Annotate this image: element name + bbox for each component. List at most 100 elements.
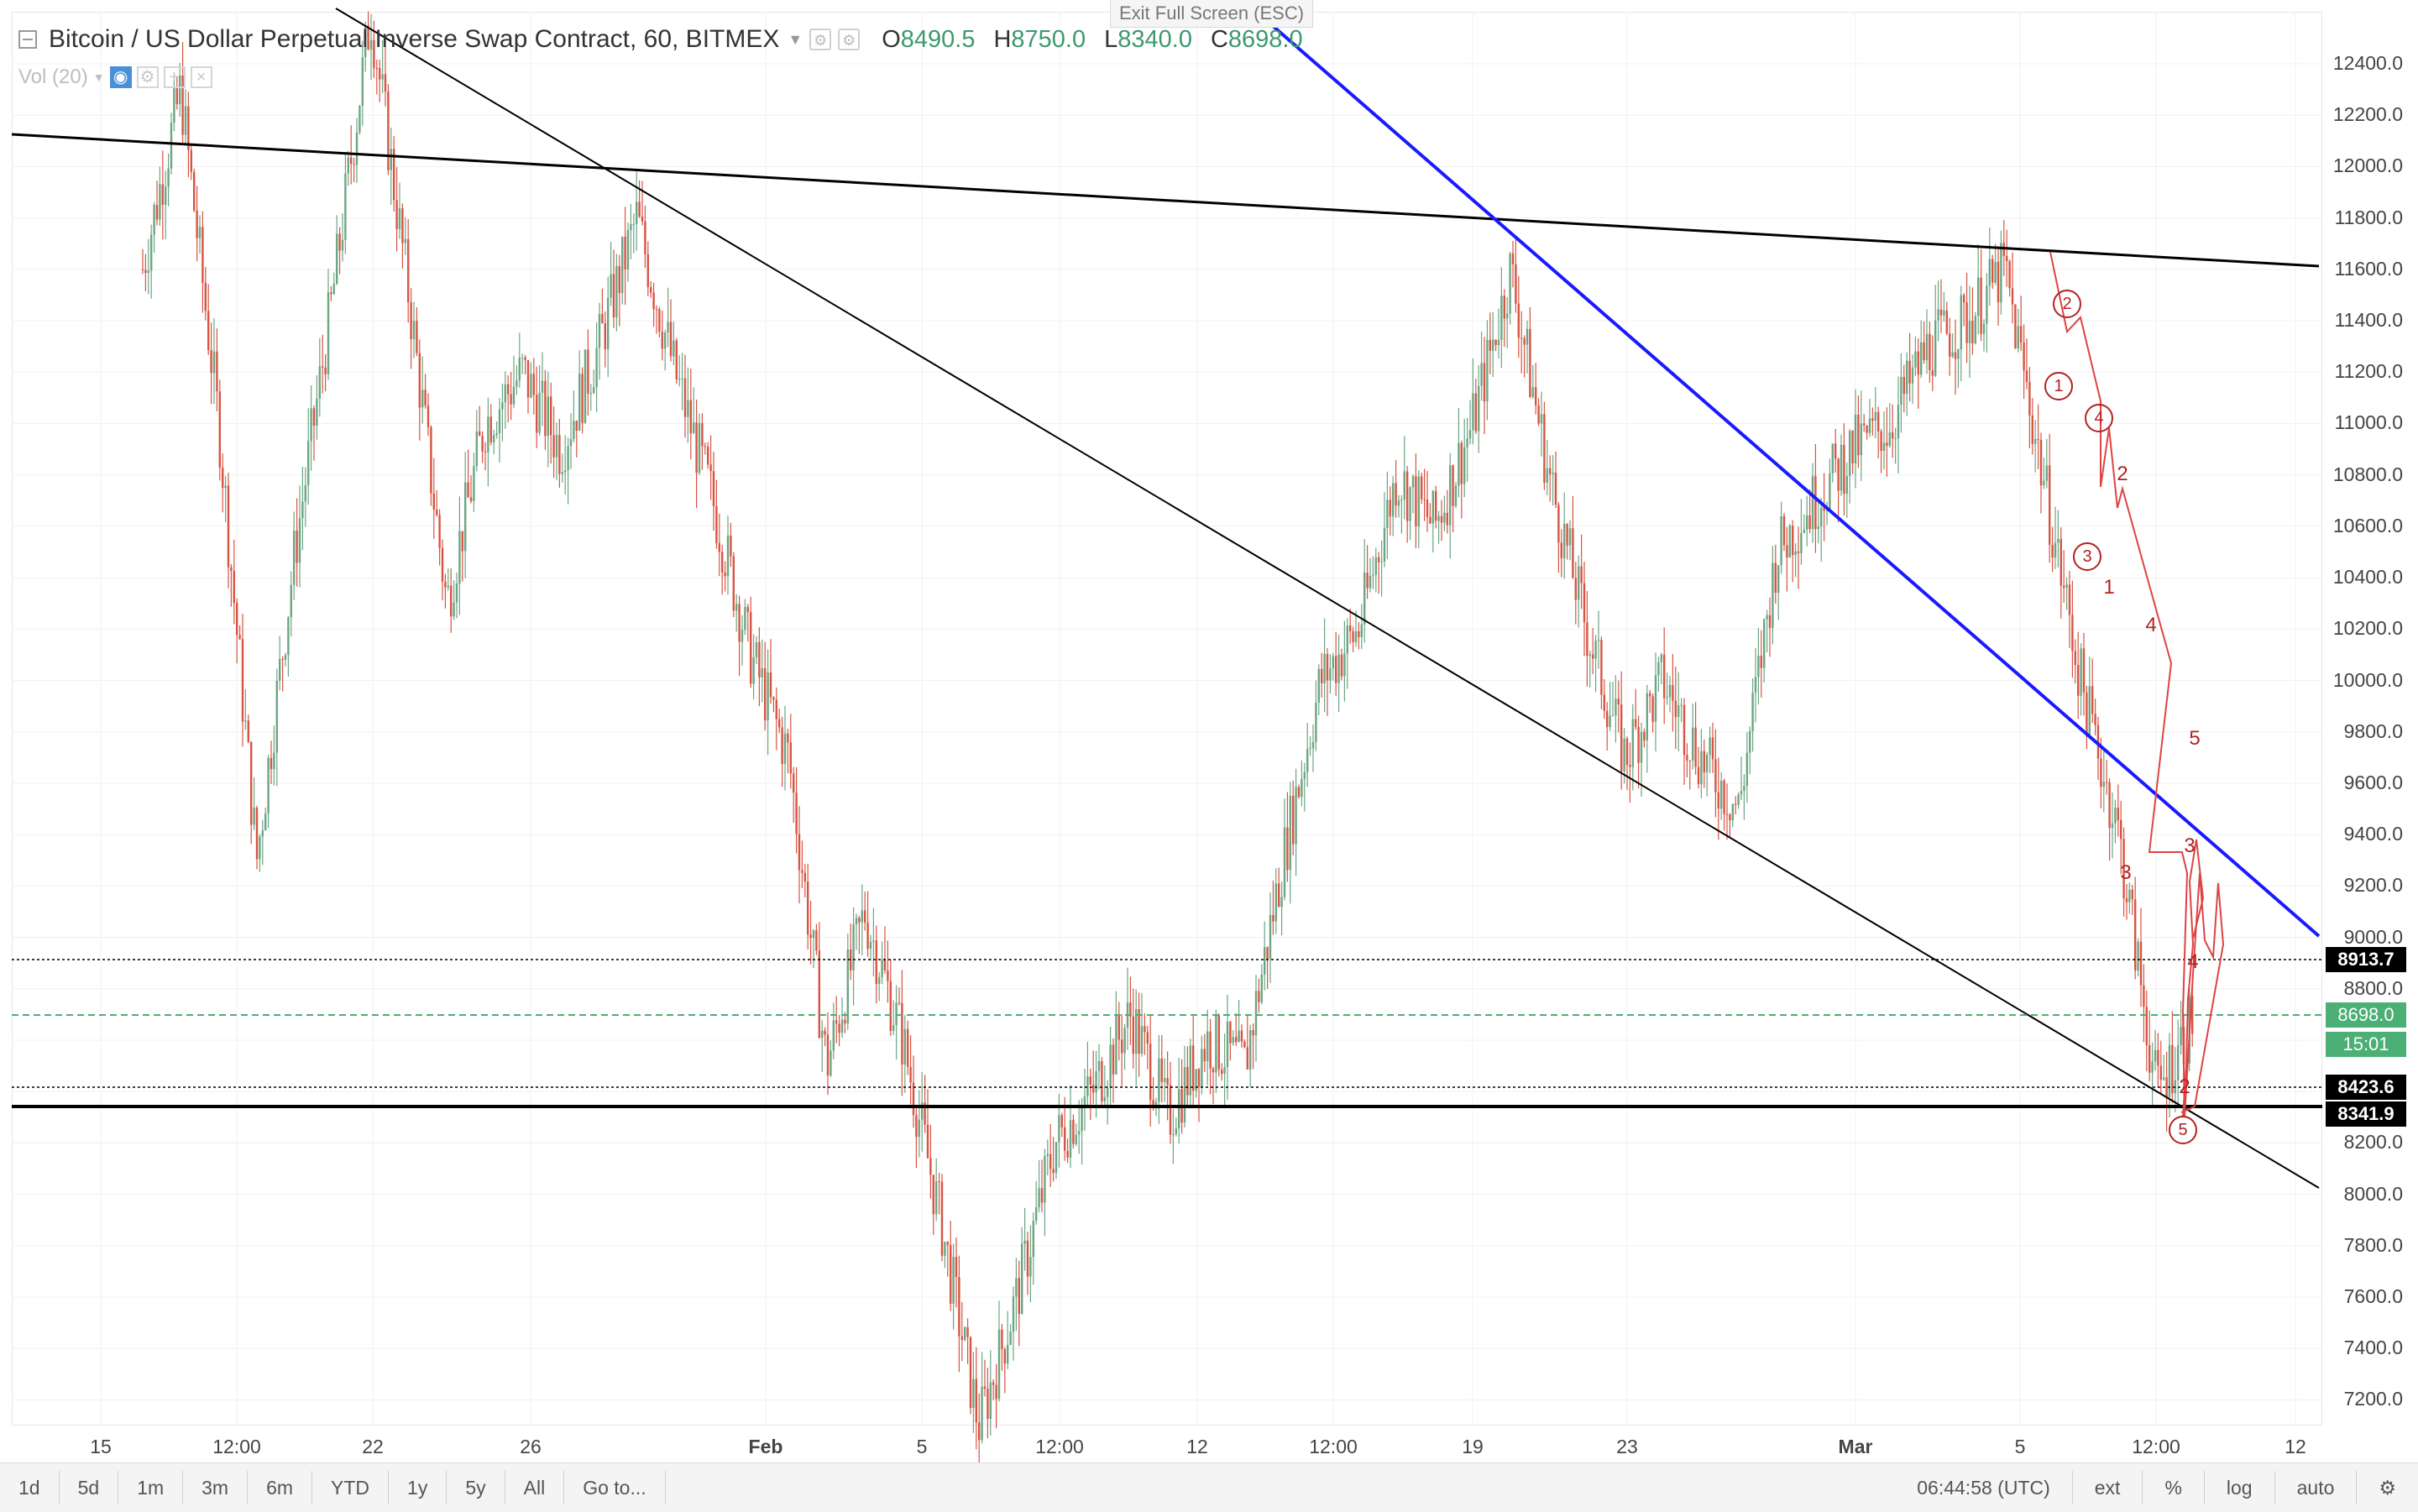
exit-fullscreen-button[interactable]: Exit Full Screen (ESC) [1110,0,1314,28]
wave-label-4[interactable]: 4 [2145,614,2157,636]
price-tick: 12400.0 [2332,52,2403,74]
candle-body [244,720,247,722]
candle-body [1651,696,1654,722]
timeframe-ytd[interactable]: YTD [312,1471,390,1504]
candle-body [1963,295,1965,303]
add-icon[interactable]: + [163,66,186,88]
candle-body [1166,1077,1169,1086]
format-icon[interactable]: ⚙ [838,29,861,50]
price-tick: 8200.0 [2343,1131,2403,1154]
wave-label-2b[interactable]: 2 [2179,1075,2190,1098]
wave-circle-1[interactable]: 1 [2044,372,2073,400]
wave-circle-2[interactable]: 2 [2053,290,2081,318]
candle-body [410,301,412,339]
candle-body [1888,432,1891,446]
clock[interactable]: 06:44:58 (UTC) [1917,1477,2050,1499]
settings-icon[interactable]: ⚙ [809,29,832,50]
candle-body [2077,665,2080,696]
percent-toggle[interactable]: % [2142,1471,2203,1504]
price-tick: 11600.0 [2334,257,2403,280]
timeframe-1m[interactable]: 1m [118,1471,184,1504]
candle-body [989,1382,992,1420]
timeframe-goto[interactable]: Go to... [564,1471,666,1504]
timeframe-1y[interactable]: 1y [389,1471,447,1504]
chevron-down-icon[interactable]: ▼ [788,30,803,48]
candle-body [866,922,869,950]
ohlc-key: L [1104,25,1118,53]
wave-label-3b[interactable]: 3 [2184,834,2196,857]
candle-body [1315,702,1317,742]
candle-body [1706,755,1709,773]
wave-circle-3[interactable]: 3 [2073,542,2101,571]
wave-label-3[interactable]: 3 [2120,861,2132,884]
wave-circle-4[interactable]: 4 [2085,404,2113,432]
candle-body [846,949,849,1024]
wave-label-5[interactable]: 5 [2189,727,2201,750]
candle-body [1058,1115,1060,1143]
candle-body [412,321,416,339]
candle-body [247,720,249,742]
settings-icon[interactable]: ⚙ [136,66,159,88]
timeframe-6m[interactable]: 6m [248,1471,313,1504]
wave-label-4b[interactable]: 4 [2187,950,2199,973]
candle-body [227,485,230,568]
candle-body [1269,914,1272,960]
wave-label-2[interactable]: 2 [2117,463,2128,485]
candle-body [2000,243,2002,303]
candle-body [447,585,449,588]
wave-path[interactable] [2049,251,2225,1117]
candle-body [795,793,798,834]
log-toggle[interactable]: log [2203,1471,2274,1504]
candle-body [2049,465,2051,545]
candle-body [141,269,144,270]
candle-body [584,349,587,423]
candle-body [1169,1085,1172,1135]
candle-body [698,423,701,473]
chevron-down-icon[interactable]: ▼ [92,71,105,84]
candle-body [236,603,238,636]
trendline-blue[interactable] [1251,7,2321,938]
timeframe-5y[interactable]: 5y [447,1471,505,1504]
wave-path-sub[interactable] [2182,839,2205,1117]
candle-body [1640,731,1643,763]
candle-body [241,639,244,722]
candle-body [1201,1049,1203,1087]
symbol-title[interactable]: Bitcoin / US Dollar Perpetual Inverse Sw… [49,25,780,53]
candle-body [558,435,561,474]
eye-icon[interactable]: ◉ [109,66,132,88]
trendline-descending[interactable] [335,8,2320,1189]
candle-body [1949,333,1951,357]
candle-body [693,422,695,434]
wave-circle-5[interactable]: 5 [2169,1116,2197,1144]
collapse-icon[interactable] [18,30,37,49]
trendline-upper[interactable] [11,133,2320,268]
candle-body [150,234,153,271]
auto-toggle[interactable]: auto [2274,1471,2357,1504]
timeframe-all[interactable]: All [505,1471,565,1504]
volume-label[interactable]: Vol (20) [18,65,88,88]
timeframe-5d[interactable]: 5d [60,1471,119,1504]
candle-body [1497,339,1500,346]
timeframe-1d[interactable]: 1d [0,1471,60,1504]
candle-body [935,1180,938,1215]
candle-body [1144,1026,1146,1033]
candle-body [1435,490,1437,521]
candle-body [689,400,692,434]
candle-body [938,1180,940,1182]
price-tick: 12200.0 [2332,103,2403,126]
candle-body [450,585,453,617]
price-tick: 9400.0 [2343,823,2403,845]
candle-body [1075,1134,1077,1144]
candle-body [393,149,395,201]
timeframe-3m[interactable]: 3m [183,1471,249,1504]
candle-body [2114,808,2117,824]
settings-icon[interactable]: ⚙ [2356,1471,2418,1504]
wave-label-1[interactable]: 1 [2103,576,2115,599]
candle-body [695,422,698,473]
ext-toggle[interactable]: ext [2071,1471,2143,1504]
date-tick: 23 [1616,1436,1638,1457]
candle-body [253,807,255,825]
candle-body [1115,1015,1117,1075]
close-icon[interactable]: × [190,66,212,88]
